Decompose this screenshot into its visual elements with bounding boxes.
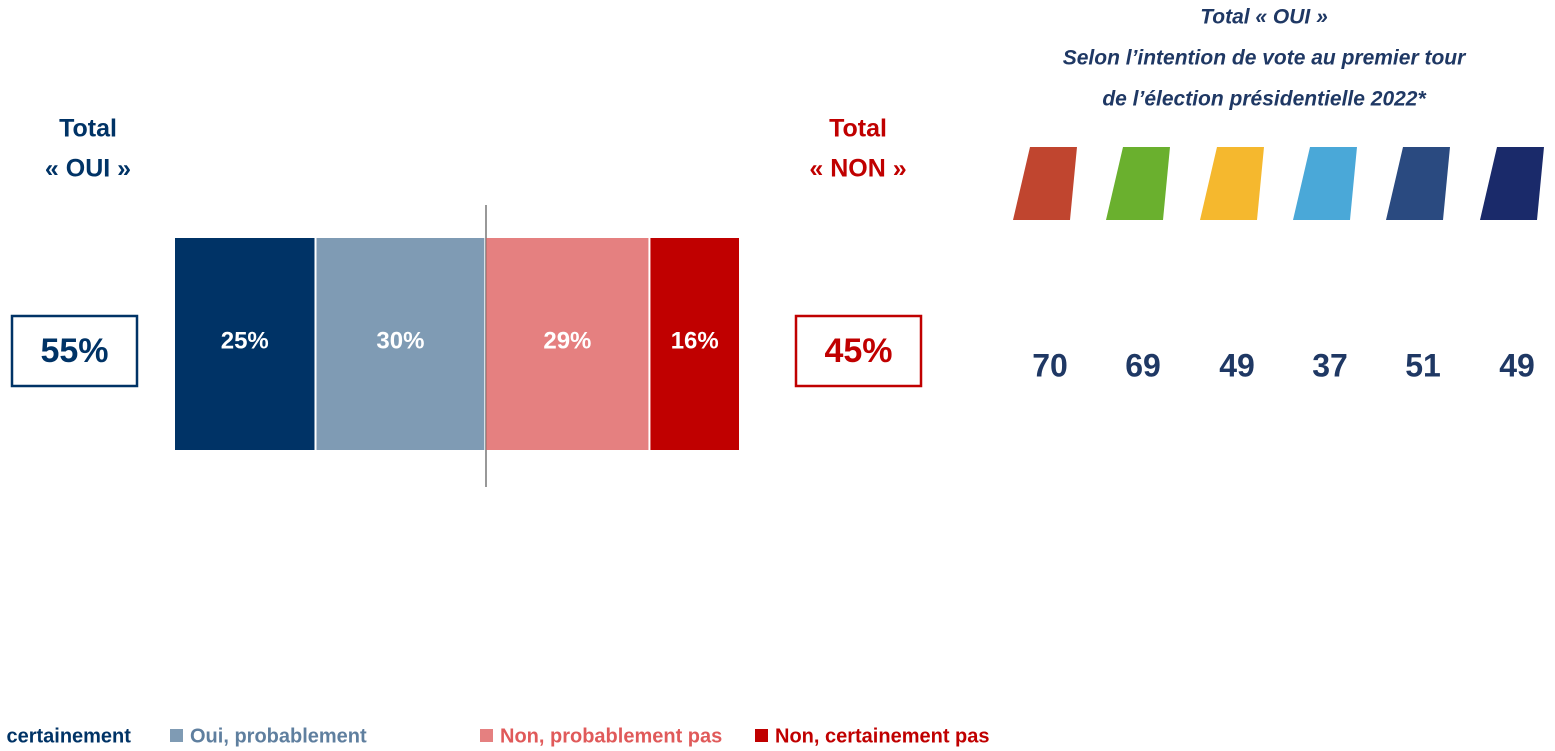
total-title: Total [59,115,117,143]
total-title: Total [829,115,887,143]
total-box [10,314,139,388]
value-label: 30% [376,327,424,354]
bar-segment [316,238,485,450]
value-label: 25% [221,327,269,354]
value-label: 16% [671,327,719,354]
candidate-value: 51 [1405,347,1441,383]
total-title: « NON » [809,155,906,183]
panel-title: de l’élection présidentielle 2022* [1102,88,1426,111]
panel-title: Selon l’intention de vote au premier tou… [1063,47,1467,70]
candidate-photo [1293,147,1357,220]
total-title: « OUI » [45,155,131,183]
candidate-value: 49 [1499,347,1535,383]
value-label: 29% [543,327,591,354]
candidate-photo [1106,147,1170,220]
candidate-value: 37 [1312,347,1348,383]
bar-segment [486,238,649,450]
legend-swatch [480,729,493,742]
candidate-photo [1386,147,1450,220]
bar-segment [175,238,315,450]
photos [1013,147,1544,220]
legend-label: Oui, probablement [190,725,367,747]
panel-title: Total « OUI » [1200,6,1328,29]
candidate-value: 70 [1032,347,1068,383]
legend-label: Non, probablement pas [500,725,722,747]
candidate-photo [1480,147,1544,220]
total-value: 45% [824,332,892,370]
legend-label: Non, certainement pas [775,725,990,747]
candidate-photo [1200,147,1264,220]
candidate-value: 69 [1125,347,1161,383]
legend-label: Oui, certainement [0,725,131,747]
legend-swatch [170,729,183,742]
candidate-photo [1013,147,1077,220]
bar-segment [650,238,739,450]
candidate-value: 49 [1219,347,1255,383]
legend-swatch [755,729,768,742]
total-value: 55% [40,332,108,370]
total-box [794,314,923,388]
